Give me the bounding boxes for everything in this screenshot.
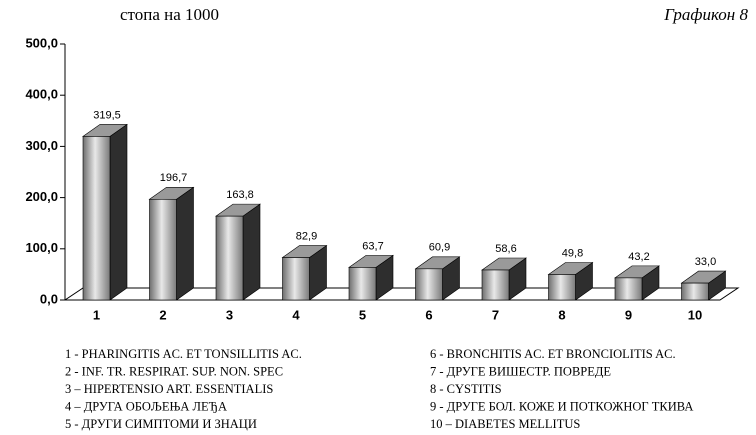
- bar-side: [176, 186, 194, 301]
- legend-note: 2 - INF. TR. RESPIRAT. SUP. NON. SPEC: [65, 364, 283, 378]
- value-label: 43,2: [628, 251, 649, 263]
- x-tick-label: 8: [558, 307, 565, 322]
- bar: [681, 282, 709, 301]
- x-tick-label: 9: [625, 307, 632, 322]
- chart-title: Графикон 8: [663, 5, 748, 24]
- bar: [481, 269, 510, 301]
- legend-note: 1 - PHARINGITIS AC. ET TONSILLITIS AC.: [65, 347, 302, 361]
- bar: [282, 257, 310, 301]
- y-tick-label: 500,0: [25, 35, 58, 50]
- legend-note: 4 – ДРУГА ОБОЉЕЊА ЛЕЂА: [65, 399, 227, 413]
- value-label: 63,7: [362, 240, 383, 252]
- bar-side: [242, 203, 261, 301]
- bar: [149, 198, 177, 301]
- x-tick-label: 7: [492, 307, 499, 322]
- bar-side: [109, 123, 128, 301]
- value-label: 49,8: [562, 247, 583, 259]
- y-tick-label: 200,0: [25, 189, 58, 204]
- x-tick-label: 6: [425, 307, 432, 322]
- bar: [548, 274, 576, 301]
- y-axis-unit: стопа на 1000: [120, 5, 219, 24]
- x-tick-label: 10: [688, 307, 702, 322]
- value-label: 58,6: [495, 243, 516, 255]
- legend-note: 3 – HIPERTENSIO ART. ESSENTIALIS: [65, 382, 273, 396]
- value-label: 319,5: [93, 109, 121, 121]
- value-label: 60,9: [429, 242, 450, 254]
- y-tick-label: 300,0: [25, 138, 58, 153]
- y-tick-label: 0,0: [40, 291, 58, 306]
- x-tick-label: 1: [93, 307, 100, 322]
- bar: [82, 136, 111, 301]
- bar: [614, 277, 643, 301]
- bar: [215, 215, 244, 301]
- value-label: 33,0: [695, 256, 716, 268]
- legend-note: 8 - CYSTITIS: [430, 382, 502, 396]
- bar: [415, 268, 443, 301]
- bar: [348, 267, 377, 301]
- x-tick-label: 5: [359, 307, 366, 322]
- value-label: 82,9: [296, 230, 317, 242]
- legend-note: 9 - ДРУГЕ БОЛ. КОЖЕ И ПОТКОЖНОГ ТКИВА: [430, 399, 693, 413]
- y-tick-label: 400,0: [25, 87, 58, 102]
- x-tick-label: 3: [226, 307, 233, 322]
- legend-note: 10 – DIABETES MELLITUS: [430, 417, 580, 431]
- legend-note: 7 - ДРУГЕ ВИШЕСТР. ПОВРЕДЕ: [430, 364, 611, 378]
- legend-note: 5 - ДРУГИ СИМПТОМИ И ЗНАЦИ: [65, 417, 257, 431]
- value-label: 163,8: [226, 189, 254, 201]
- legend-note: 6 - BRONCHITIS AC. ET BRONCIOLITIS AC.: [430, 347, 676, 361]
- x-tick-label: 2: [159, 307, 166, 322]
- x-tick-label: 4: [292, 307, 300, 322]
- y-tick-label: 100,0: [25, 240, 58, 255]
- value-label: 196,7: [160, 172, 188, 184]
